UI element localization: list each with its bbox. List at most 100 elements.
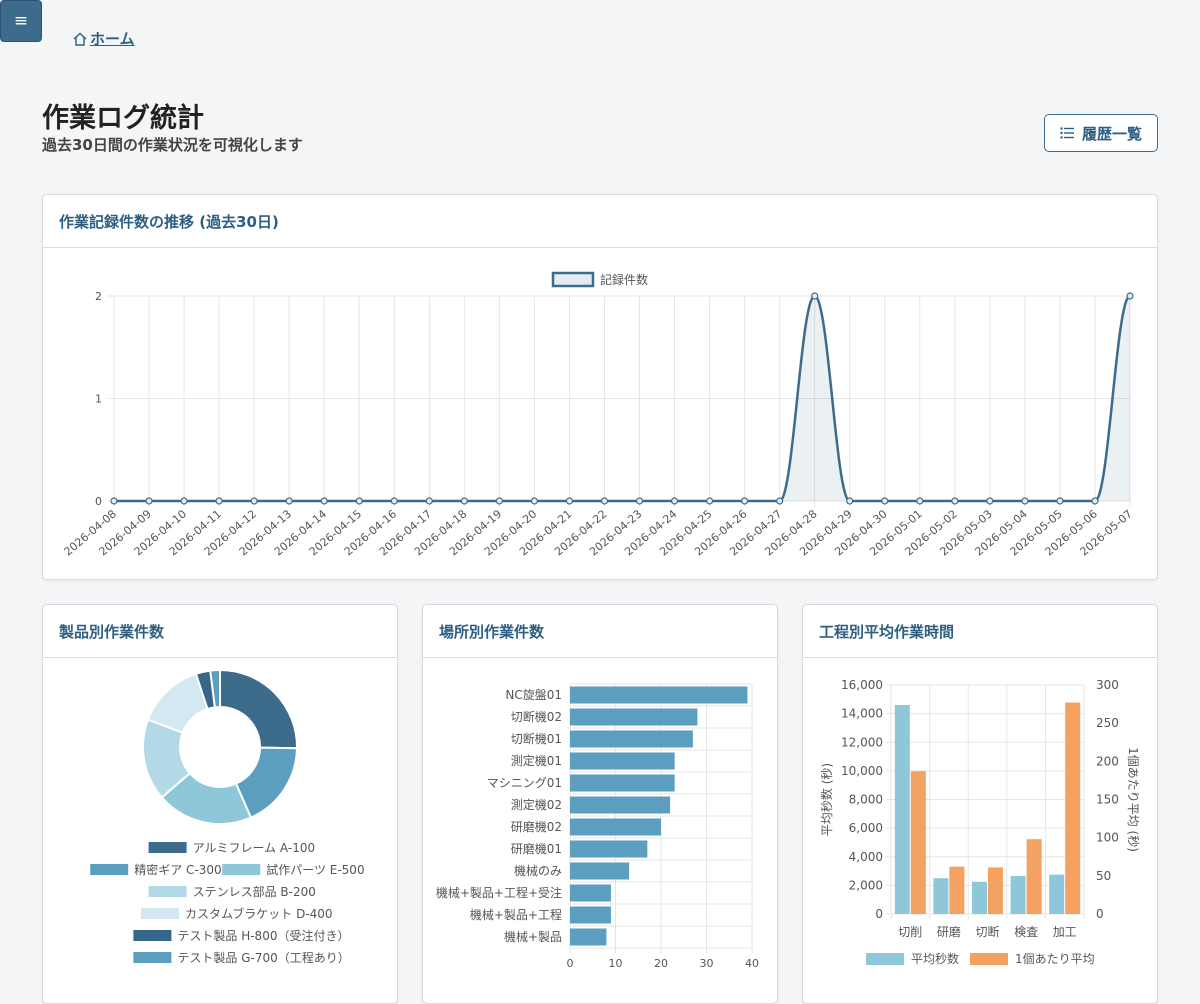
data-point bbox=[1021, 497, 1029, 505]
y2-tick-label: 300 bbox=[1096, 678, 1119, 692]
y-tick-label: マシニング01 bbox=[487, 776, 562, 790]
legend-swatch bbox=[222, 864, 261, 875]
y-tick-label: 2,000 bbox=[849, 878, 883, 892]
data-point bbox=[986, 497, 994, 505]
bar bbox=[1010, 876, 1026, 914]
product-card-title: 製品別作業件数 bbox=[43, 605, 397, 658]
data-point bbox=[1056, 497, 1064, 505]
data-point bbox=[110, 497, 118, 505]
y-tick-label: 研磨機02 bbox=[511, 819, 562, 834]
x-tick-label: 0 bbox=[567, 957, 574, 970]
menu-toggle-button[interactable]: ≡ bbox=[0, 0, 42, 42]
y-tick-label: 10,000 bbox=[841, 764, 883, 778]
y-axis-label: 平均秒数 (秒) bbox=[819, 763, 834, 836]
bar bbox=[570, 818, 661, 836]
legend-swatch bbox=[551, 271, 595, 288]
history-list-button[interactable]: 履歴一覧 bbox=[1044, 114, 1158, 152]
legend-swatch bbox=[133, 952, 172, 963]
location-card-title: 場所別作業件数 bbox=[423, 605, 777, 658]
bar bbox=[570, 730, 693, 748]
y2-tick-label: 250 bbox=[1096, 716, 1119, 730]
y-tick-label: 4,000 bbox=[849, 850, 883, 864]
y-tick-label: 測定機02 bbox=[511, 797, 562, 812]
list-icon bbox=[1060, 127, 1074, 139]
bar bbox=[894, 705, 910, 914]
data-point bbox=[600, 497, 609, 505]
product-card: 製品別作業件数 アルミフレーム A-100 精密ギア C-300 試作パーツ E-5… bbox=[42, 604, 398, 1004]
legend-swatch bbox=[90, 864, 129, 875]
y-tick-label: 0 bbox=[875, 907, 883, 921]
process-bar-chart: 0 2,000 4,000 6,000 8,000 10,000 12,000 14,000 1… bbox=[819, 678, 1140, 966]
trend-card: 作業記録件数の推移 (過去30日) 0 1 2 2026-04-08 2026-04-0… bbox=[42, 194, 1158, 580]
home-link[interactable]: ホーム bbox=[90, 30, 135, 48]
data-point bbox=[215, 497, 223, 505]
data-point bbox=[776, 497, 784, 505]
x-tick-label: 切削 bbox=[898, 925, 922, 939]
page-subtitle: 過去30日間の作業状況を可視化します bbox=[42, 136, 303, 154]
data-point bbox=[951, 497, 959, 505]
bar bbox=[949, 866, 965, 914]
doughnut-slice bbox=[209, 668, 221, 709]
legend-label: アルミフレーム A-100 bbox=[193, 841, 316, 855]
y-tick-label: 2 bbox=[95, 290, 102, 303]
y-tick-label: 測定機01 bbox=[511, 753, 562, 768]
process-card-title: 工程別平均作業時間 bbox=[803, 605, 1157, 658]
bar bbox=[1049, 874, 1065, 914]
y2-tick-label: 100 bbox=[1096, 831, 1119, 845]
legend-swatch bbox=[141, 908, 179, 919]
data-point bbox=[565, 497, 574, 505]
y2-tick-label: 50 bbox=[1096, 869, 1111, 883]
y-tick-label: 0 bbox=[95, 495, 102, 508]
bar bbox=[1065, 702, 1081, 914]
legend-label: 平均秒数 bbox=[911, 951, 959, 966]
legend-label: 記録件数 bbox=[600, 272, 648, 287]
product-doughnut-chart: アルミフレーム A-100 精密ギア C-300 試作パーツ E-500 ステンレス部… bbox=[90, 668, 365, 965]
legend-label: カスタムブラケット D-400 bbox=[185, 906, 333, 921]
bar bbox=[570, 906, 611, 924]
bar bbox=[988, 867, 1003, 914]
data-point bbox=[846, 497, 854, 505]
y-tick-label: 機械+製品 bbox=[504, 929, 562, 944]
y-tick-label: 切断機02 bbox=[511, 709, 562, 724]
y-tick-label: 6,000 bbox=[849, 821, 883, 835]
x-tick-label: 検査 bbox=[1014, 925, 1038, 939]
location-bar-chart: 0 10 20 30 40 NC旋盤01 切断機02 切断機01 測定機01 マシニング01 測定機… bbox=[436, 683, 759, 970]
y-tick-label: 研磨機01 bbox=[511, 841, 562, 856]
data-point bbox=[705, 497, 714, 505]
data-point bbox=[811, 292, 819, 300]
y-tick-label: 機械のみ bbox=[514, 863, 562, 878]
y-tick-label: 機械+製品+工程 bbox=[470, 907, 562, 922]
x-tick-label: 20 bbox=[654, 957, 668, 970]
y2-tick-label: 200 bbox=[1096, 754, 1119, 768]
x-tick-label: 研磨 bbox=[937, 925, 961, 939]
bar bbox=[570, 884, 611, 902]
x-tick-label: 40 bbox=[745, 957, 759, 970]
bar bbox=[910, 771, 926, 914]
data-point bbox=[916, 497, 924, 505]
x-tick-label: 加工 bbox=[1053, 925, 1077, 939]
page-title: 作業ログ統計 bbox=[42, 103, 204, 134]
data-point bbox=[390, 497, 398, 505]
y-tick-label: NC旋盤01 bbox=[505, 688, 562, 702]
y-tick-label: 12,000 bbox=[841, 735, 883, 749]
y-tick-label: 1 bbox=[95, 393, 102, 406]
bar bbox=[570, 928, 607, 946]
y2-tick-label: 150 bbox=[1096, 793, 1119, 807]
legend-label: テスト製品 G-700（工程あり） bbox=[177, 950, 349, 965]
y-tick-label: 8,000 bbox=[849, 793, 883, 807]
bar bbox=[570, 752, 675, 770]
data-point bbox=[460, 497, 468, 505]
bar bbox=[570, 686, 748, 704]
bar bbox=[972, 881, 987, 914]
legend-label: 試作パーツ E-500 bbox=[266, 862, 364, 877]
x-tick-label: 10 bbox=[609, 957, 623, 970]
legend-label: テスト製品 H-800（受注付き） bbox=[177, 928, 349, 943]
data-point bbox=[320, 497, 328, 505]
home-icon bbox=[73, 32, 87, 46]
doughnut-slice bbox=[219, 668, 298, 750]
y-tick-label: 14,000 bbox=[841, 707, 883, 721]
data-point bbox=[180, 497, 188, 505]
legend-swatch bbox=[148, 886, 187, 897]
legend-label: 1個あたり平均 bbox=[1015, 952, 1095, 966]
data-point bbox=[741, 497, 749, 505]
